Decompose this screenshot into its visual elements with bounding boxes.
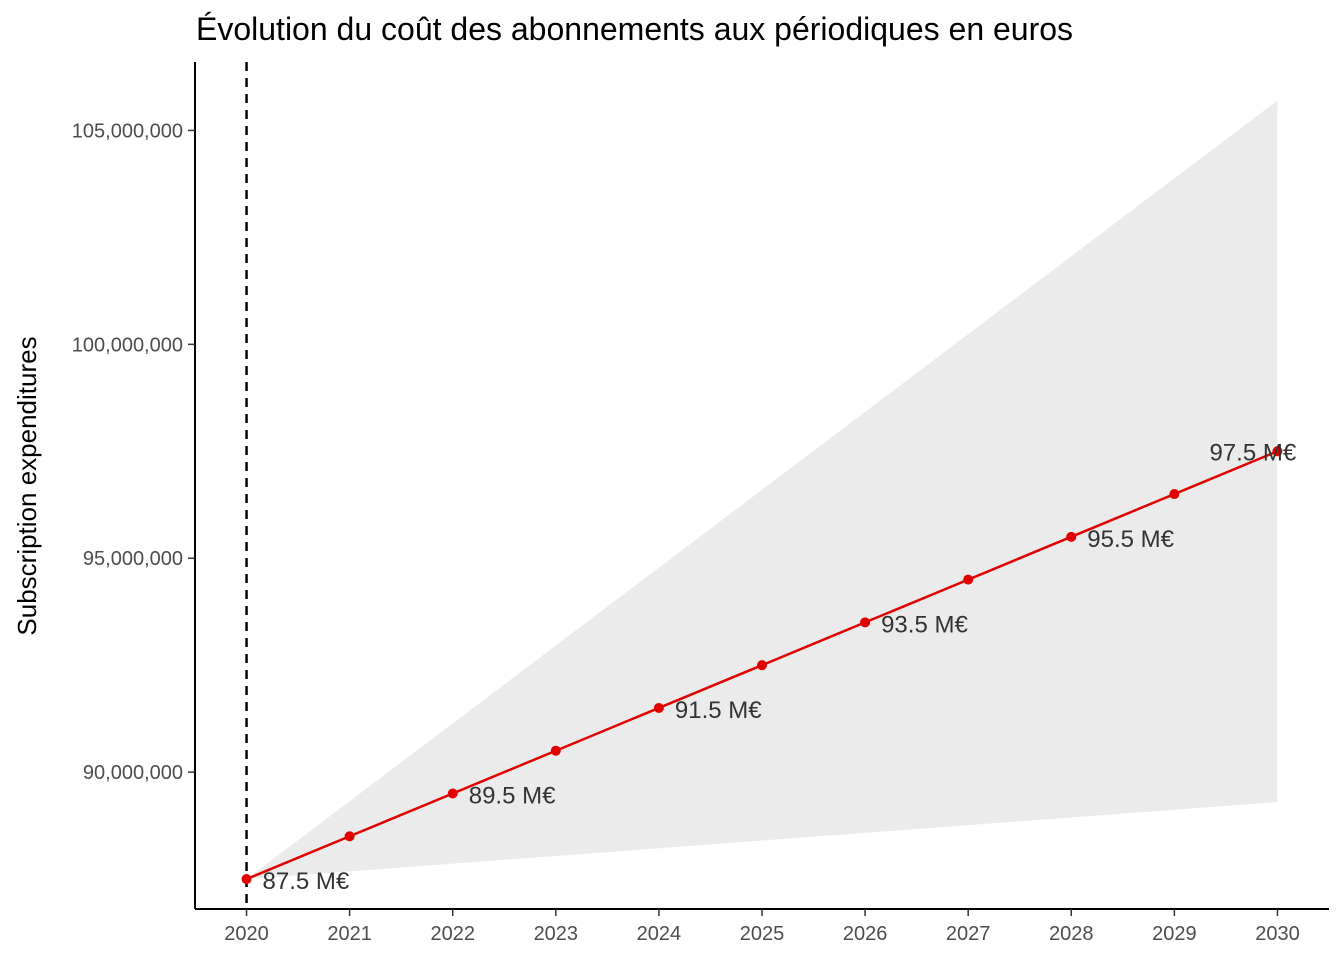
data-point <box>344 831 355 842</box>
x-tick-label: 2028 <box>1049 923 1094 945</box>
y-tick-label: 95,000,000 <box>83 548 183 570</box>
data-point <box>653 702 664 713</box>
x-tick-label: 2021 <box>327 923 372 945</box>
data-label: 95.5 M€ <box>1087 526 1174 553</box>
data-point <box>1066 531 1077 542</box>
data-point <box>1169 489 1180 500</box>
data-point <box>550 745 561 756</box>
data-point <box>447 788 458 799</box>
data-point <box>860 617 871 628</box>
y-tick-label: 105,000,000 <box>72 120 183 142</box>
data-label: 87.5 M€ <box>263 868 350 895</box>
data-label: 93.5 M€ <box>881 611 968 638</box>
x-tick-label: 2030 <box>1255 923 1300 945</box>
plot-area: 2020 2021 2022 2023 2024 2025 2026 2027 2028 2029… <box>72 62 1329 945</box>
x-tick-label: 2024 <box>637 923 682 945</box>
chart-title: Évolution du coût des abonnements aux pé… <box>196 11 1073 47</box>
x-tick-label: 2020 <box>224 923 269 945</box>
data-point <box>963 574 974 585</box>
y-tick-label: 100,000,000 <box>72 334 183 356</box>
x-tick-label: 2026 <box>843 923 888 945</box>
y-tick-label: 90,000,000 <box>83 762 183 784</box>
x-tick-label: 2029 <box>1152 923 1197 945</box>
data-point <box>241 874 252 885</box>
data-point <box>1272 446 1283 457</box>
confidence-band <box>246 100 1278 880</box>
data-label: 91.5 M€ <box>675 697 762 724</box>
x-tick-label: 2027 <box>946 923 991 945</box>
data-label: 97.5 M€ <box>1209 439 1296 466</box>
y-axis-title: Subscription expenditures <box>12 336 42 635</box>
x-tick-label: 2022 <box>430 923 475 945</box>
x-tick-label: 2025 <box>740 923 785 945</box>
data-point <box>757 660 767 671</box>
x-tick-label: 2023 <box>534 923 579 945</box>
data-label: 89.5 M€ <box>469 783 556 810</box>
